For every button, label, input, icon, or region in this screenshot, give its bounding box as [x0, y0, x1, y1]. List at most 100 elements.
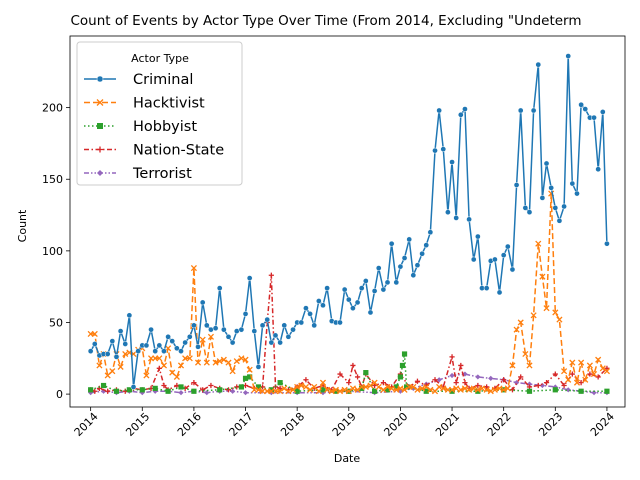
- data-point-hacktivist: [590, 370, 598, 378]
- data-point-hacktivist: [354, 386, 361, 393]
- data-point-criminal: [462, 106, 468, 112]
- data-point-criminal: [264, 316, 271, 323]
- data-point-criminal: [143, 342, 150, 349]
- data-point-criminal: [117, 328, 124, 334]
- data-point-hacktivist: [448, 386, 456, 393]
- data-point-nation-state: [105, 388, 111, 394]
- data-point-criminal: [298, 319, 305, 326]
- data-point-hobbyist: [363, 370, 369, 376]
- data-point-hobbyist: [217, 387, 223, 393]
- data-point-criminal: [445, 209, 451, 216]
- data-point-criminal: [496, 289, 503, 296]
- data-point-hacktivist: [414, 386, 421, 393]
- y-tick-label: 200: [42, 102, 63, 115]
- x-tick-label: 2021: [433, 410, 462, 439]
- data-point-criminal: [272, 332, 279, 339]
- data-point-hobbyist: [333, 388, 339, 394]
- data-point-criminal: [582, 106, 589, 112]
- data-point-criminal: [556, 217, 563, 224]
- data-point-criminal: [148, 326, 154, 333]
- data-point-hacktivist: [315, 388, 322, 395]
- data-point-criminal: [251, 328, 258, 334]
- data-point-nation-state: [156, 365, 162, 371]
- data-point-nation-state: [569, 371, 575, 377]
- data-point-nation-state: [372, 382, 378, 389]
- y-tick-label: 50: [49, 316, 63, 329]
- data-point-criminal: [599, 109, 606, 115]
- data-point-criminal: [246, 275, 253, 281]
- x-tick-label: 2024: [588, 410, 617, 439]
- data-point-criminal: [255, 364, 262, 370]
- series-hacktivist: [87, 190, 610, 395]
- data-point-criminal: [324, 285, 330, 291]
- data-point-criminal: [337, 319, 343, 326]
- data-point-criminal: [156, 342, 163, 349]
- data-point-criminal: [535, 61, 542, 68]
- data-point-nation-state: [346, 380, 352, 386]
- data-point-terrorist: [397, 388, 404, 394]
- data-point-criminal: [470, 256, 477, 263]
- data-point-hobbyist: [393, 384, 399, 390]
- data-point-criminal: [354, 299, 361, 306]
- data-point-hacktivist: [565, 376, 572, 383]
- data-point-hobbyist: [423, 388, 429, 394]
- data-point-hobbyist: [294, 388, 300, 394]
- data-point-hacktivist: [238, 355, 245, 362]
- data-point-hacktivist: [367, 382, 374, 389]
- x-tick-label: 2016: [175, 410, 204, 439]
- data-point-nation-state: [208, 382, 214, 389]
- data-point-hacktivist: [336, 388, 344, 395]
- data-point-hobbyist: [139, 387, 145, 393]
- data-point-hacktivist: [556, 316, 563, 323]
- data-point-hacktivist: [109, 368, 116, 375]
- legend-marker-criminal: [96, 75, 104, 83]
- data-point-hacktivist: [466, 386, 473, 393]
- data-point-hacktivist: [491, 386, 498, 393]
- data-point-criminal: [440, 146, 447, 153]
- x-axis-label: Date: [334, 452, 361, 465]
- data-point-criminal: [341, 286, 348, 293]
- data-point-hobbyist: [401, 351, 408, 357]
- data-point-hacktivist: [423, 383, 430, 391]
- data-point-criminal: [303, 305, 309, 312]
- data-point-hacktivist: [470, 385, 477, 392]
- data-point-hobbyist: [552, 387, 558, 393]
- data-point-hacktivist: [122, 350, 129, 358]
- data-point-hacktivist: [246, 366, 253, 373]
- data-point-hobbyist: [178, 384, 184, 390]
- data-point-hobbyist: [449, 388, 455, 394]
- data-point-criminal: [453, 215, 460, 221]
- chart-title: Count of Events by Actor Type Over Time …: [70, 13, 581, 29]
- data-point-criminal: [513, 182, 520, 188]
- data-point-terrorist: [539, 382, 545, 389]
- data-point-nation-state: [337, 371, 343, 377]
- data-point-hacktivist: [453, 385, 460, 392]
- data-point-nation-state: [501, 377, 507, 383]
- data-point-hacktivist: [582, 376, 589, 383]
- data-point-hobbyist: [242, 375, 249, 381]
- x-tick-label: 2023: [536, 410, 565, 439]
- data-point-hacktivist: [199, 336, 206, 343]
- data-point-hacktivist: [393, 386, 400, 393]
- data-point-hacktivist: [410, 383, 417, 391]
- data-point-criminal: [367, 309, 374, 316]
- data-point-terrorist: [152, 388, 158, 394]
- data-point-hobbyist: [578, 388, 584, 394]
- data-point-nation-state: [535, 382, 541, 389]
- data-point-hobbyist: [372, 388, 378, 394]
- data-point-criminal: [238, 326, 245, 333]
- data-point-hacktivist: [561, 368, 568, 375]
- data-point-criminal: [397, 263, 404, 270]
- data-point-terrorist: [100, 388, 107, 394]
- data-point-hacktivist: [307, 386, 314, 393]
- data-point-criminal: [104, 351, 111, 357]
- data-point-hacktivist: [474, 386, 481, 393]
- y-axis-label: Count: [16, 209, 29, 242]
- data-point-terrorist: [410, 385, 416, 391]
- data-point-criminal: [229, 339, 236, 346]
- legend-marker-hobbyist: [97, 123, 103, 129]
- data-point-hobbyist: [238, 384, 245, 390]
- data-point-terrorist: [204, 390, 210, 396]
- data-point-criminal: [311, 322, 318, 329]
